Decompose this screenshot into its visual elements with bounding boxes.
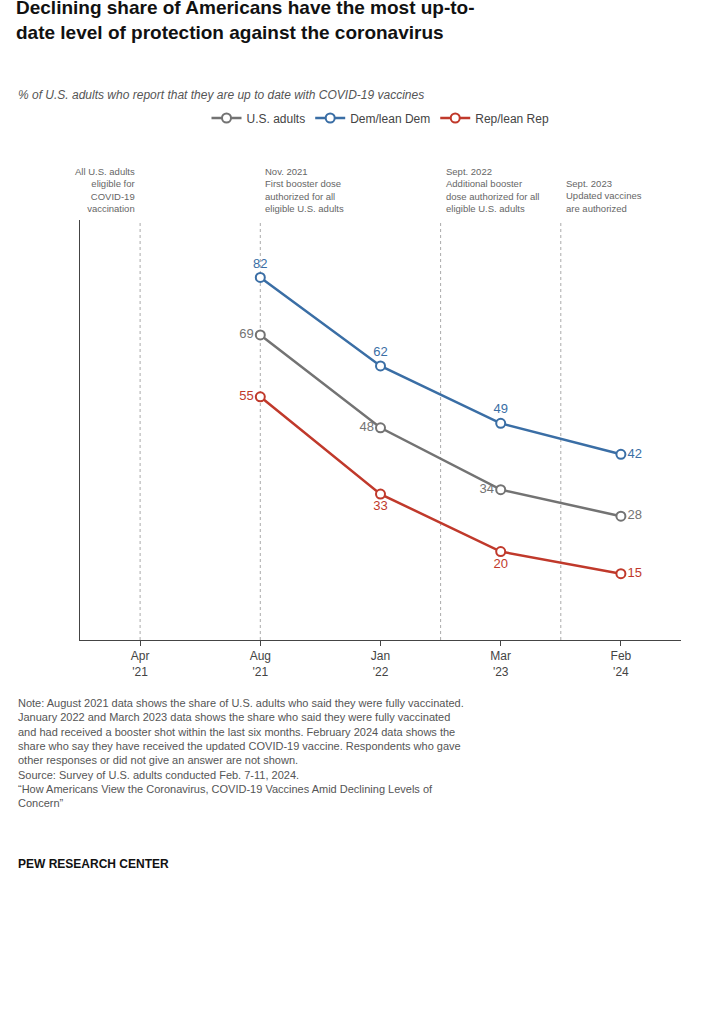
svg-text:48: 48: [359, 419, 373, 434]
svg-text:Mar'23: Mar'23: [490, 649, 511, 679]
svg-text:Rep/lean Rep: Rep/lean Rep: [475, 112, 549, 126]
svg-text:Apr'21: Apr'21: [131, 649, 150, 679]
svg-text:69: 69: [239, 326, 253, 341]
svg-text:Declining share of Americans h: Declining share of Americans have the mo…: [16, 0, 475, 43]
svg-text:Sept. 2022Additional boosterdo: Sept. 2022Additional boosterdose authori…: [446, 166, 539, 214]
svg-text:U.S. adults: U.S. adults: [247, 112, 306, 126]
svg-text:Note: August 2021 data shows t: Note: August 2021 data shows the share o…: [18, 697, 464, 809]
svg-text:20: 20: [493, 556, 507, 571]
svg-text:Jan'22: Jan'22: [371, 649, 390, 679]
svg-text:Nov. 2021First booster doseaut: Nov. 2021First booster doseauthorized fo…: [265, 166, 344, 214]
svg-text:All U.S. adultseligible forCOV: All U.S. adultseligible forCOVID-19vacci…: [75, 166, 135, 214]
svg-text:42: 42: [628, 446, 642, 461]
svg-text:15: 15: [628, 565, 642, 580]
svg-text:34: 34: [480, 481, 494, 496]
svg-text:Feb'24: Feb'24: [611, 649, 632, 679]
svg-text:% of U.S. adults who report th: % of U.S. adults who report that they ar…: [18, 88, 424, 102]
svg-text:82: 82: [253, 256, 267, 271]
svg-text:PEW RESEARCH CENTER: PEW RESEARCH CENTER: [18, 857, 169, 871]
svg-text:49: 49: [493, 401, 507, 416]
svg-text:Dem/lean Dem: Dem/lean Dem: [350, 112, 430, 126]
svg-text:55: 55: [239, 388, 253, 403]
svg-text:Sept. 2023Updated vaccinesare: Sept. 2023Updated vaccinesare authorized: [566, 178, 642, 214]
svg-text:62: 62: [373, 344, 387, 359]
svg-text:33: 33: [373, 498, 387, 513]
svg-text:Aug'21: Aug'21: [250, 649, 271, 679]
svg-text:28: 28: [628, 507, 642, 522]
